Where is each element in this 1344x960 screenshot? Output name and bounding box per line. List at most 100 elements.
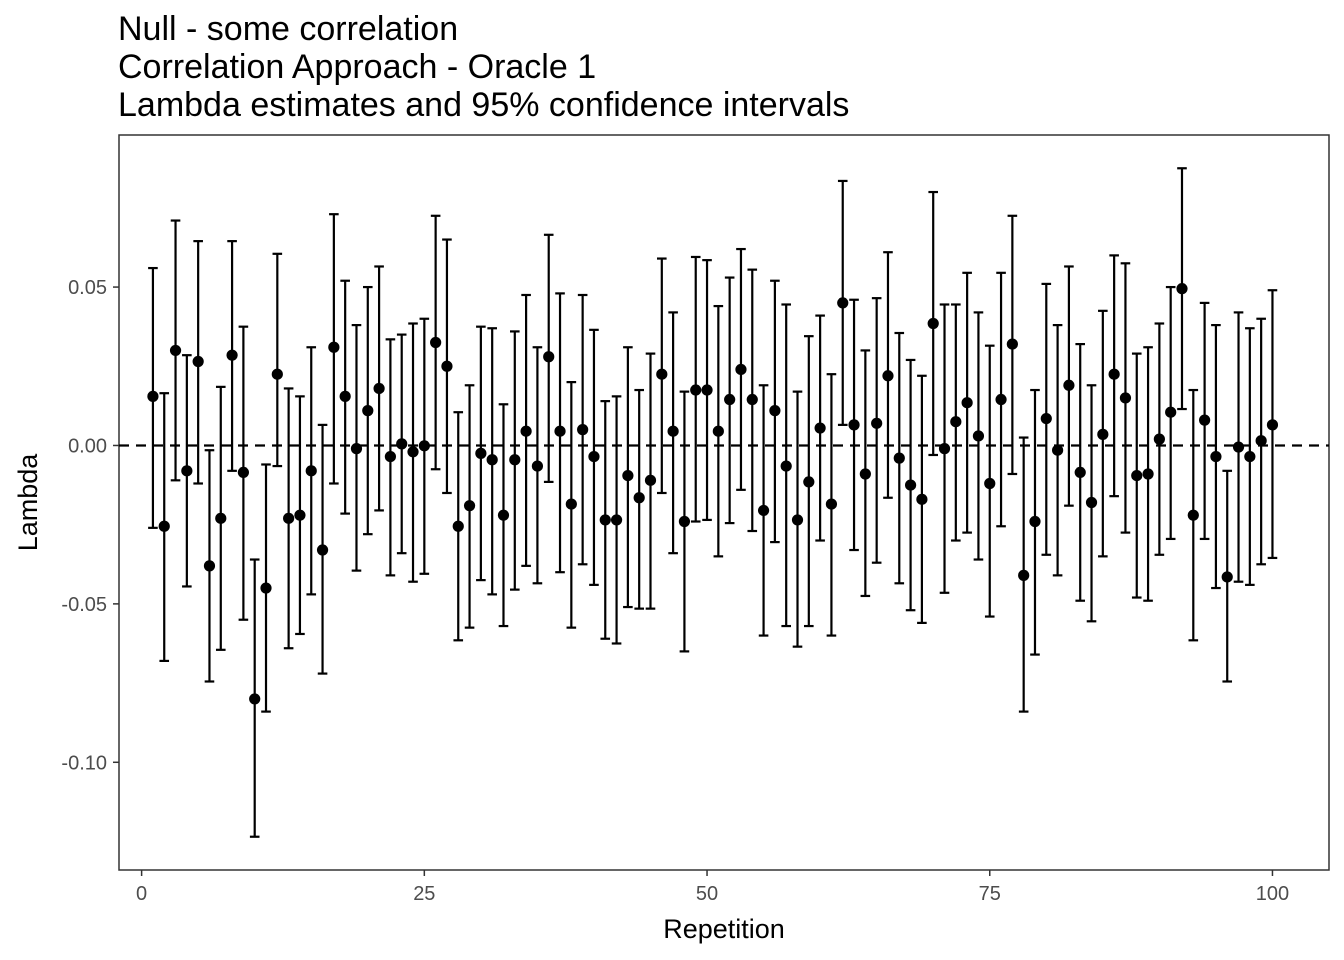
data-point bbox=[1266, 419, 1279, 431]
data-point bbox=[1063, 379, 1075, 391]
data-point bbox=[882, 370, 894, 382]
data-point bbox=[362, 405, 374, 417]
data-point bbox=[1085, 496, 1098, 509]
data-point bbox=[215, 512, 227, 524]
data-point bbox=[633, 492, 645, 504]
data-point bbox=[260, 582, 272, 594]
data-point bbox=[848, 419, 860, 431]
data-point bbox=[1187, 509, 1199, 521]
data-point bbox=[791, 514, 804, 526]
data-point bbox=[181, 465, 193, 477]
data-point bbox=[644, 474, 657, 486]
plot-panel-frame bbox=[118, 134, 1330, 871]
data-point bbox=[237, 466, 249, 479]
data-point bbox=[407, 446, 419, 458]
data-point bbox=[226, 349, 238, 361]
data-point bbox=[724, 393, 736, 406]
x-tick-label: 75 bbox=[979, 883, 1001, 905]
data-point bbox=[1255, 435, 1267, 447]
data-point bbox=[1244, 450, 1256, 463]
data-point bbox=[825, 498, 838, 510]
errorbar bbox=[272, 252, 283, 468]
data-point bbox=[192, 355, 204, 368]
x-tick-label: 25 bbox=[413, 883, 435, 905]
data-point bbox=[520, 425, 532, 437]
data-point bbox=[757, 504, 770, 517]
data-point bbox=[577, 424, 589, 436]
data-point bbox=[509, 454, 521, 466]
data-point bbox=[350, 443, 363, 455]
errorbar bbox=[871, 297, 882, 564]
data-point bbox=[158, 520, 170, 532]
data-point bbox=[373, 382, 385, 395]
data-point bbox=[610, 514, 623, 526]
data-point bbox=[565, 498, 577, 510]
data-point bbox=[1232, 441, 1245, 453]
x-tick-label: 100 bbox=[1256, 883, 1289, 905]
data-point bbox=[531, 460, 544, 472]
data-point bbox=[950, 416, 962, 428]
data-point bbox=[995, 393, 1007, 406]
data-point bbox=[554, 425, 566, 437]
data-point bbox=[1165, 406, 1177, 418]
data-point bbox=[780, 460, 792, 472]
data-point bbox=[599, 514, 611, 526]
data-point bbox=[984, 477, 996, 490]
data-point bbox=[1153, 433, 1165, 445]
data-point bbox=[396, 438, 408, 450]
y-tick-label: -0.05 bbox=[61, 594, 107, 616]
data-point bbox=[972, 430, 985, 442]
data-point bbox=[316, 544, 329, 556]
data-point bbox=[1176, 283, 1188, 295]
y-tick-label: -0.10 bbox=[61, 752, 107, 774]
data-point bbox=[859, 468, 871, 480]
data-point bbox=[938, 443, 951, 455]
x-tick-label: 0 bbox=[136, 883, 147, 905]
data-point bbox=[1221, 571, 1233, 583]
y-axis: 0.05 0.00 -0.05 -0.10 bbox=[61, 277, 119, 774]
data-point bbox=[588, 450, 600, 463]
data-point bbox=[622, 469, 634, 482]
data-point bbox=[735, 363, 747, 376]
data-point bbox=[441, 360, 453, 372]
data-point bbox=[339, 390, 351, 402]
data-point bbox=[249, 693, 261, 705]
chart-title-line-1: Null - some correlation bbox=[118, 10, 459, 48]
x-axis-title: Repetition bbox=[663, 914, 785, 944]
y-tick-label: 0.05 bbox=[68, 277, 107, 299]
data-point bbox=[678, 515, 691, 528]
data-point bbox=[418, 440, 430, 452]
chart-title-line-2: Correlation Approach - Oracle 1 bbox=[118, 48, 597, 86]
data-point bbox=[1142, 468, 1154, 480]
data-point bbox=[1199, 414, 1211, 426]
data-point bbox=[463, 500, 476, 512]
data-point bbox=[916, 493, 928, 505]
data-point bbox=[1006, 338, 1018, 350]
data-point bbox=[667, 425, 679, 437]
data-point bbox=[271, 368, 283, 380]
data-point bbox=[475, 447, 487, 459]
chart-title-line-3: Lambda estimates and 95% confidence inte… bbox=[118, 86, 850, 124]
data-point bbox=[1074, 466, 1086, 479]
data-point bbox=[927, 317, 939, 330]
data-point bbox=[169, 344, 182, 357]
data-point bbox=[294, 509, 306, 521]
data-point bbox=[893, 452, 905, 464]
data-point bbox=[203, 560, 216, 572]
data-point bbox=[430, 336, 442, 349]
data-point bbox=[701, 384, 713, 396]
data-point bbox=[497, 509, 510, 521]
data-point bbox=[1131, 469, 1143, 482]
data-point bbox=[283, 512, 295, 524]
data-point bbox=[814, 422, 826, 434]
point-layer bbox=[147, 283, 1279, 705]
x-tick-label: 50 bbox=[696, 883, 718, 905]
data-point bbox=[656, 368, 668, 380]
data-point bbox=[1051, 444, 1064, 456]
data-point bbox=[871, 417, 883, 429]
data-point bbox=[1029, 515, 1041, 528]
data-point bbox=[486, 454, 498, 466]
y-tick-label: 0.00 bbox=[68, 435, 107, 457]
y-axis-title: Lambda bbox=[13, 453, 43, 552]
